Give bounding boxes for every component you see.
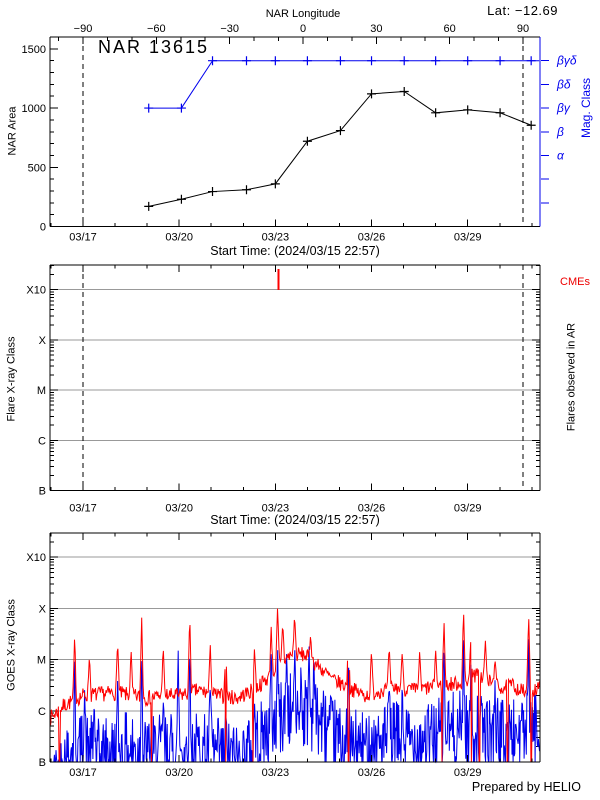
- svg-text:03/23: 03/23: [262, 767, 290, 779]
- credit-label: Prepared by HELIO: [471, 780, 581, 794]
- svg-text:03/17: 03/17: [69, 503, 97, 515]
- latitude-label: Lat: −12.69: [487, 3, 558, 18]
- flares-observed-label: Flares observed in AR: [565, 322, 578, 432]
- svg-text:B: B: [39, 757, 46, 769]
- svg-text:X10: X10: [26, 285, 46, 297]
- flare-class-axis-title: Flare X-ray Class: [5, 336, 18, 422]
- svg-text:03/20: 03/20: [165, 503, 193, 515]
- svg-text:03/29: 03/29: [454, 503, 482, 515]
- svg-text:90: 90: [517, 23, 529, 35]
- cmes-label: CMEs: [560, 276, 590, 288]
- svg-text:βγδ: βγδ: [556, 54, 577, 68]
- goes-panel: X10 X M C B 03/17 03/20 03/23 03/26 03/29: [26, 532, 541, 779]
- svg-text:03/29: 03/29: [454, 767, 482, 779]
- svg-text:−90: −90: [74, 23, 93, 35]
- top-axis-title: NAR Longitude: [265, 8, 341, 20]
- svg-text:α: α: [557, 148, 565, 162]
- nar-area-panel: 0 500 1000 1500 03/17 03/20 03/23 03/26 03/29 −90…: [22, 23, 577, 244]
- panel1-start-time-label: Start Time: (2024/03/15 22:57): [210, 244, 380, 258]
- svg-text:X: X: [39, 603, 47, 615]
- svg-text:03/17: 03/17: [69, 767, 97, 779]
- svg-text:03/17: 03/17: [69, 232, 97, 244]
- svg-text:βδ: βδ: [556, 77, 571, 91]
- svg-text:X10: X10: [26, 552, 46, 564]
- svg-text:βγ: βγ: [556, 101, 571, 115]
- svg-text:500: 500: [28, 162, 46, 174]
- goes-class-axis-title: GOES X-ray Class: [5, 599, 18, 691]
- svg-text:X: X: [39, 335, 47, 347]
- svg-text:60: 60: [444, 23, 456, 35]
- svg-text:03/26: 03/26: [358, 503, 386, 515]
- svg-text:M: M: [37, 385, 46, 397]
- svg-text:03/29: 03/29: [454, 232, 482, 244]
- svg-text:03/20: 03/20: [165, 232, 193, 244]
- svg-text:0: 0: [40, 222, 46, 234]
- mag-class-line: [148, 60, 540, 109]
- svg-text:−30: −30: [220, 23, 239, 35]
- goes-short-channel-series: [50, 639, 540, 764]
- svg-text:1500: 1500: [22, 44, 46, 56]
- svg-text:B: B: [39, 486, 46, 498]
- mag-class-markers: [144, 56, 536, 113]
- svg-text:C: C: [38, 706, 46, 718]
- svg-text:0: 0: [300, 23, 306, 35]
- nar-area-markers: [144, 86, 536, 211]
- page-title: NAR 13615: [98, 37, 210, 57]
- svg-text:β: β: [556, 125, 564, 139]
- svg-text:1000: 1000: [22, 103, 46, 115]
- goes-long-channel-series: [49, 608, 541, 763]
- svg-text:−60: −60: [147, 23, 166, 35]
- svg-text:03/20: 03/20: [165, 767, 193, 779]
- svg-text:M: M: [37, 655, 46, 667]
- svg-text:03/23: 03/23: [262, 232, 290, 244]
- mag-class-axis-title: Mag. Class: [579, 77, 593, 139]
- flare-panel: X10 X M C B 03/17 03/20 03/23 03/26 03/29: [26, 264, 541, 515]
- svg-text:30: 30: [370, 23, 382, 35]
- svg-text:03/26: 03/26: [358, 767, 386, 779]
- svg-text:C: C: [38, 435, 46, 447]
- svg-text:03/26: 03/26: [358, 232, 386, 244]
- panel2-start-time-label: Start Time: (2024/03/15 22:57): [210, 513, 380, 527]
- svg-text:03/23: 03/23: [262, 503, 290, 515]
- nar-area-axis-title: NAR Area: [6, 106, 19, 156]
- nar-area-line: [148, 90, 532, 207]
